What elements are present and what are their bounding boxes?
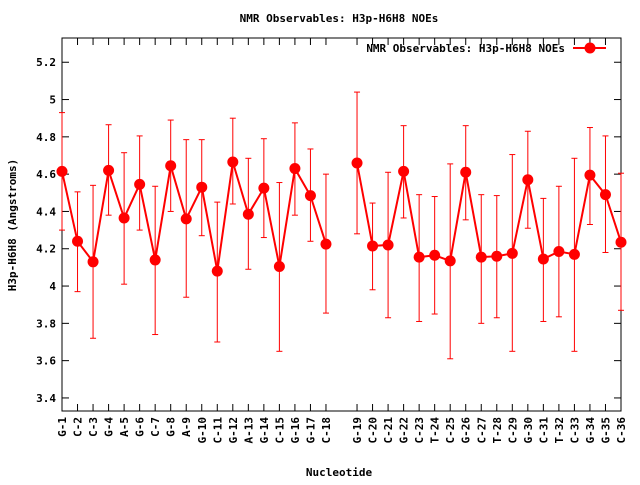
x-tick-label: G-1 [56,417,69,437]
data-point [599,189,611,201]
y-tick-label: 5.2 [36,56,56,69]
x-tick-label: G-8 [165,417,178,437]
legend: NMR Observables: H3p-H6H8 NOEs [366,42,606,55]
x-tick-label: C-29 [506,417,519,444]
x-tick-label: C-7 [149,417,162,437]
data-point [351,157,363,169]
legend-label: NMR Observables: H3p-H6H8 NOEs [366,42,565,55]
data-point [72,235,84,247]
data-point [615,236,627,248]
x-tick-label: G-35 [599,417,612,444]
x-tick-label: G-14 [258,417,271,444]
y-tick-label: 3.8 [36,317,56,330]
x-tick-label: G-6 [134,417,147,437]
x-tick-label: A-9 [180,417,193,437]
legend-marker [584,42,596,54]
x-tick-label: G-17 [304,417,317,444]
data-point [134,178,146,190]
x-tick-label: C-2 [72,417,85,437]
data-point [522,174,534,186]
x-tick-label: G-16 [289,417,302,444]
x-tick-label: C-3 [87,417,100,437]
x-tick-label: G-26 [460,417,473,444]
y-tick-label: 3.6 [36,355,56,368]
data-point [289,163,301,175]
x-tick-label: T-32 [553,417,566,444]
y-tick-label: 4.8 [36,131,56,144]
data-point [475,251,487,263]
x-axis-label: Nucleotide [306,466,373,479]
x-tick-label: A-13 [242,417,255,444]
data-point [180,213,192,225]
y-tick-label: 3.4 [36,392,56,405]
data-point [227,156,239,168]
x-tick-label: C-23 [413,417,426,444]
x-tick-label: C-25 [444,417,457,444]
y-axis-label: H3p-H6H8 (Angstroms) [6,159,19,291]
data-point [149,254,161,266]
data-point [273,260,285,272]
data-point [103,164,115,176]
x-tick-label: C-20 [367,417,380,444]
data-point [382,239,394,251]
y-tick-label: 4.4 [36,205,56,218]
x-tick-label: C-21 [382,417,395,444]
x-tick-label: C-33 [568,417,581,444]
data-point [506,247,518,259]
data-point [304,190,316,202]
x-tick-label: G-10 [196,417,209,444]
x-tick-label: G-19 [351,417,364,444]
data-point [196,181,208,193]
data-point [460,166,472,178]
series-line-segment-2 [356,162,622,263]
x-tick-label: G-34 [584,417,597,444]
x-tick-label: C-27 [475,417,488,444]
data-point [398,165,410,177]
x-axis: G-1 C-2 C-3 G-4 A-5 G-6 C-7 G-8 A-9 G-10 C-11 G-12 A… [56,38,628,444]
data-point [553,246,565,258]
x-tick-label: G-4 [103,417,116,437]
data-points [56,156,627,277]
data-point [584,169,596,181]
data-point [211,265,223,277]
x-tick-label: C-11 [211,417,224,444]
data-point [367,240,379,252]
x-tick-label: C-36 [615,417,628,444]
data-point [118,212,130,224]
x-tick-label: T-28 [491,417,504,444]
data-point [242,208,254,220]
data-point [444,255,456,267]
series-line [61,161,327,272]
y-tick-label: 4 [49,280,56,293]
x-tick-label: G-12 [227,417,240,444]
data-point [258,182,270,194]
y-tick-label: 4.2 [36,243,56,256]
error-bars [59,91,624,360]
data-point [56,165,68,177]
data-point [87,256,99,268]
x-tick-label: C-15 [273,417,286,444]
y-axis: 3.4 3.6 3.8 4 4.2 4.4 4.6 4.8 5 5.2 [36,56,621,405]
x-tick-label: C-18 [320,417,333,444]
data-point [568,248,580,260]
x-tick-label: G-30 [522,417,535,444]
data-point [537,253,549,265]
y-tick-label: 5 [49,94,56,107]
x-tick-label: C-31 [537,417,550,444]
x-tick-label: G-22 [398,417,411,444]
data-point [491,250,503,262]
chart-title: NMR Observables: H3p-H6H8 NOEs [240,12,439,25]
data-point [413,251,425,263]
data-point [320,238,332,250]
x-tick-label: T-24 [429,417,442,444]
data-point [165,160,177,172]
x-tick-label: A-5 [118,417,131,437]
y-tick-label: 4.6 [36,168,56,181]
data-point [429,249,441,261]
